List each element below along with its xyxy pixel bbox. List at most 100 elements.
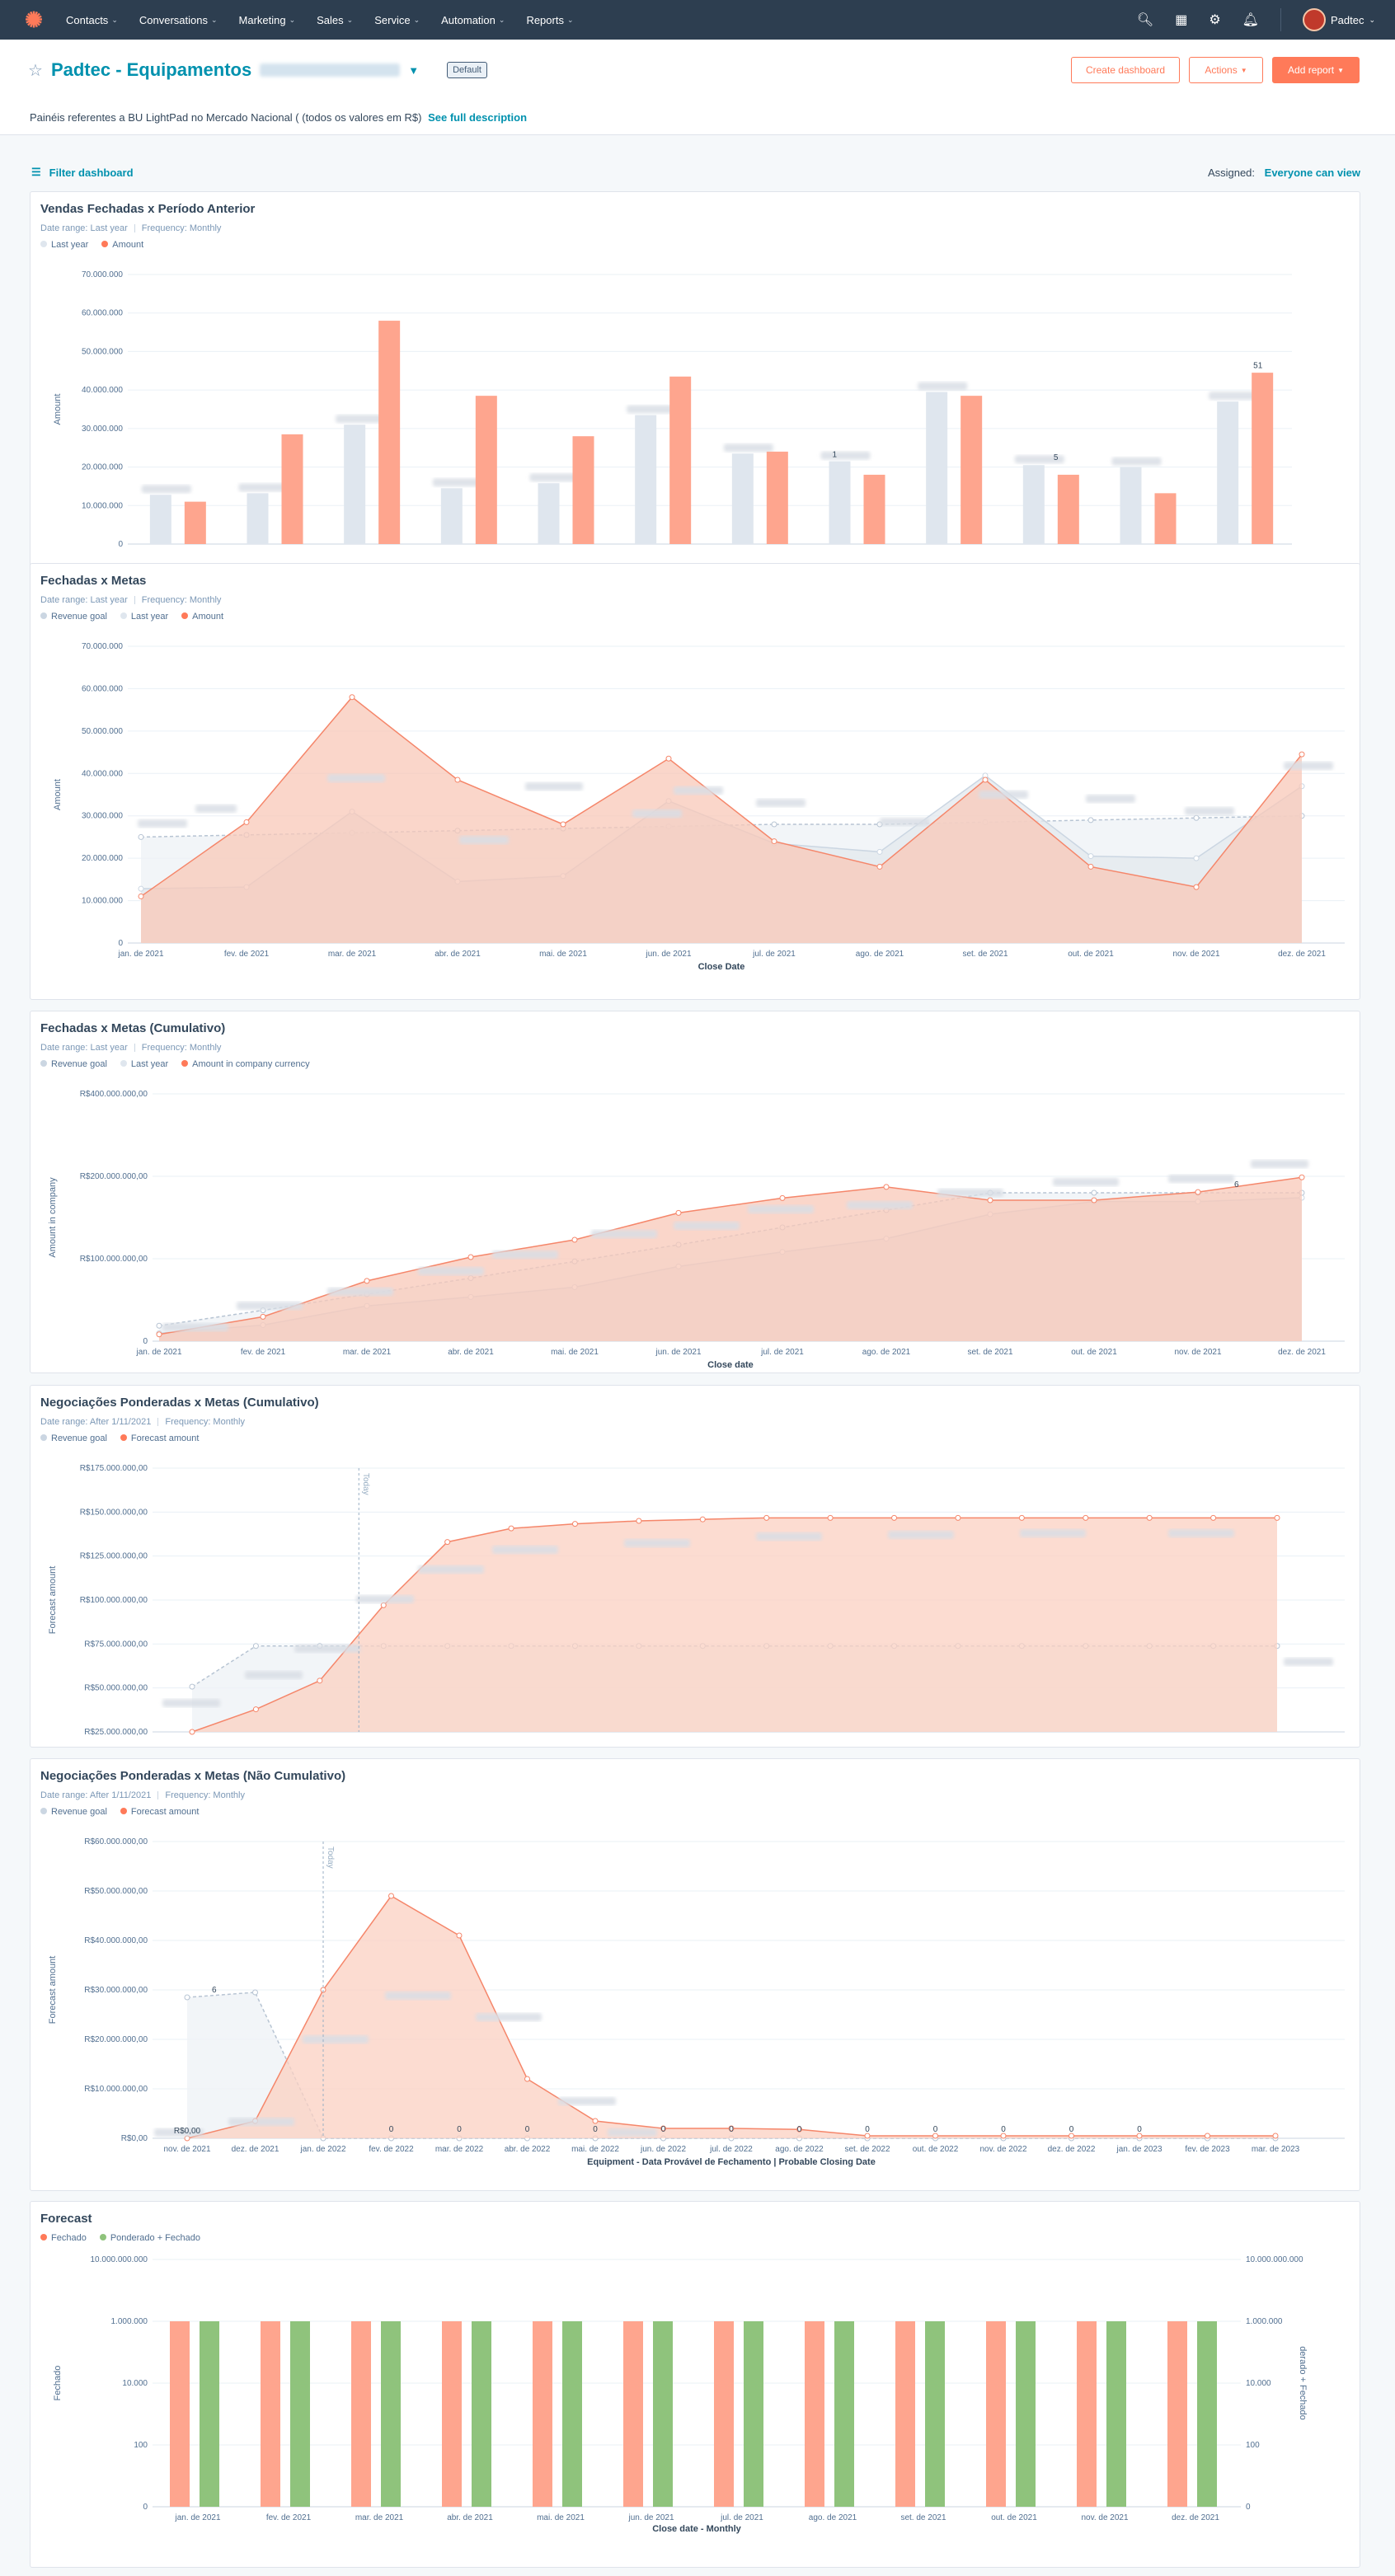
search-icon[interactable]: 🔍︎ <box>1136 13 1154 27</box>
nav-item-sales[interactable]: Sales ⌄ <box>317 14 353 26</box>
data-label: 0 <box>1001 2125 1006 2134</box>
dashboard-switcher-caret-icon[interactable]: ▼ <box>408 63 420 77</box>
report-title[interactable]: Fechadas x Metas <box>40 574 147 588</box>
assigned-info: Assigned: Everyone can view <box>1208 167 1360 179</box>
see-full-description-link[interactable]: See full description <box>428 111 528 124</box>
legend-item[interactable]: Amount <box>101 240 143 250</box>
legend-item[interactable]: Revenue goal <box>40 1059 107 1069</box>
nav-item-label: Contacts <box>66 13 109 26</box>
redacted-data-label <box>245 1671 303 1679</box>
point-amount <box>138 893 144 899</box>
redacted-data-label <box>1251 1160 1308 1168</box>
x-tick-label: ago. de 2022 <box>775 2145 824 2154</box>
legend-swatch-icon <box>181 612 189 619</box>
frequency: Frequency: Monthly <box>141 223 222 233</box>
point-forecast-amount <box>388 1893 394 1899</box>
actions-button[interactable]: Actions ▼ <box>1189 57 1263 83</box>
y-tick-label: R$75.000.000,00 <box>84 1640 148 1649</box>
legend-item[interactable]: Fechado <box>40 2233 87 2243</box>
x-tick-label: jul. de 2021 <box>720 2513 763 2522</box>
bar-last-year <box>731 453 754 544</box>
assigned-value-link[interactable]: Everyone can view <box>1264 166 1360 179</box>
x-tick-label: ago. de 2021 <box>809 2513 857 2522</box>
nav-item-service[interactable]: Service ⌄ <box>374 14 420 26</box>
report-title[interactable]: Forecast <box>40 2212 92 2226</box>
legend-item[interactable]: Revenue goal <box>40 1807 107 1817</box>
legend-item[interactable]: Last year <box>120 612 168 622</box>
point-amount <box>1193 884 1200 890</box>
x-tick-label: fev. de 2021 <box>224 950 270 959</box>
filter-lines-icon: ☰ <box>31 166 41 178</box>
nav-item-label: Marketing <box>238 13 286 26</box>
report-title[interactable]: Fechadas x Metas (Cumulativo) <box>40 1021 226 1035</box>
report-title[interactable]: Vendas Fechadas x Período Anterior <box>40 202 256 216</box>
date-range: Date range: After 1/11/2021 <box>40 1417 152 1427</box>
data-label: 1 <box>833 451 838 460</box>
nav-item-reports[interactable]: Reports ⌄ <box>526 14 573 26</box>
y-tick-label: 40.000.000 <box>82 386 123 395</box>
add-report-button[interactable]: Add report ▼ <box>1272 57 1360 83</box>
point-amount <box>1087 863 1094 870</box>
hubspot-logo-icon[interactable]: ✺ <box>25 7 43 32</box>
y-tick-label: 1.000.000 <box>111 2317 148 2326</box>
legend-item[interactable]: Amount in company currency <box>181 1059 310 1069</box>
filter-bar: ☰ Filter dashboard Assigned: Everyone ca… <box>31 166 1360 179</box>
nav-item-contacts[interactable]: Contacts ⌄ <box>66 14 118 26</box>
favorite-star-icon[interactable]: ☆ <box>28 61 43 80</box>
data-label: 0 <box>729 2125 734 2134</box>
report-card-ponderadas-nao-cumulativo: Negociações Ponderadas x Metas (Não Cumu… <box>30 1758 1360 2191</box>
legend-item[interactable]: Amount <box>181 612 223 622</box>
x-tick-label: dez. de 2021 <box>1278 950 1326 959</box>
settings-gear-icon[interactable]: ⚙ <box>1209 13 1221 27</box>
bar-fechado <box>442 2321 462 2507</box>
point-amount-in-company-currency <box>987 1197 993 1204</box>
x-tick-label: nov. de 2021 <box>1174 1348 1222 1357</box>
bar-last-year <box>149 495 171 544</box>
bar-fechado <box>986 2321 1006 2507</box>
legend-item[interactable]: Revenue goal <box>40 612 107 622</box>
bar-fechado <box>714 2321 734 2507</box>
legend-item[interactable]: Forecast amount <box>120 1807 200 1817</box>
data-label: 5 <box>1054 453 1059 462</box>
filter-dashboard-button[interactable]: ☰ Filter dashboard <box>31 166 134 179</box>
redacted-data-label <box>327 1288 393 1296</box>
legend-item[interactable]: Revenue goal <box>40 1433 107 1443</box>
nav-item-automation[interactable]: Automation ⌄ <box>441 14 505 26</box>
redacted-data-label <box>162 1323 228 1331</box>
legend-item[interactable]: Last year <box>120 1059 168 1069</box>
chart-legend: Fechado Ponderado + Fechado <box>40 2233 200 2243</box>
marketplace-icon[interactable]: ▦ <box>1175 13 1188 27</box>
x-tick-label: out. de 2021 <box>1071 1348 1117 1357</box>
legend-item[interactable]: Forecast amount <box>120 1433 199 1443</box>
page-title[interactable]: Padtec - Equipamentos <box>50 59 252 80</box>
redacted-data-label <box>1185 807 1234 815</box>
point-amount-in-company-currency <box>571 1236 578 1243</box>
create-dashboard-button[interactable]: Create dashboard <box>1071 57 1180 83</box>
nav-item-conversations[interactable]: Conversations ⌄ <box>139 14 218 26</box>
nav-item-marketing[interactable]: Marketing ⌄ <box>239 14 296 26</box>
x-tick-label: mar. de 2021 <box>343 1348 392 1357</box>
bar-fechado <box>261 2321 280 2507</box>
chevron-down-icon: ⌄ <box>498 15 505 24</box>
x-tick-label: jan. de 2023 <box>1116 2145 1162 2154</box>
chart-ponderadas-cumulativo: R$25.000.000,00 R$50.000.000,00 R$75.000.0… <box>48 1464 1345 1737</box>
bar-amount <box>572 436 594 544</box>
redacted-data-label <box>918 382 968 391</box>
y-tick-label: 60.000.000 <box>82 684 123 693</box>
bar-last-year <box>247 493 269 544</box>
data-label: 0 <box>1069 2125 1074 2134</box>
account-menu[interactable]: Padtec ⌄ <box>1302 8 1375 31</box>
report-title[interactable]: Negociações Ponderadas x Metas (Não Cumu… <box>40 1769 346 1783</box>
point-forecast-amount <box>699 1516 706 1523</box>
report-title[interactable]: Negociações Ponderadas x Metas (Cumulati… <box>40 1396 319 1410</box>
legend-swatch-icon <box>40 1808 47 1814</box>
x-tick-label: mar. de 2023 <box>1252 2145 1300 2154</box>
y-tick-label: 20.000.000 <box>82 463 123 472</box>
redacted-data-label <box>674 786 723 795</box>
area-amount-in-company-currency <box>159 1177 1302 1341</box>
legend-label: Forecast amount <box>130 1807 200 1817</box>
y-axis-label: Fechado <box>53 2366 63 2401</box>
legend-item[interactable]: Ponderado + Fechado <box>99 2233 200 2243</box>
legend-item[interactable]: Last year <box>40 240 88 250</box>
notifications-bell-icon[interactable]: 🔔︎ <box>1242 13 1259 27</box>
